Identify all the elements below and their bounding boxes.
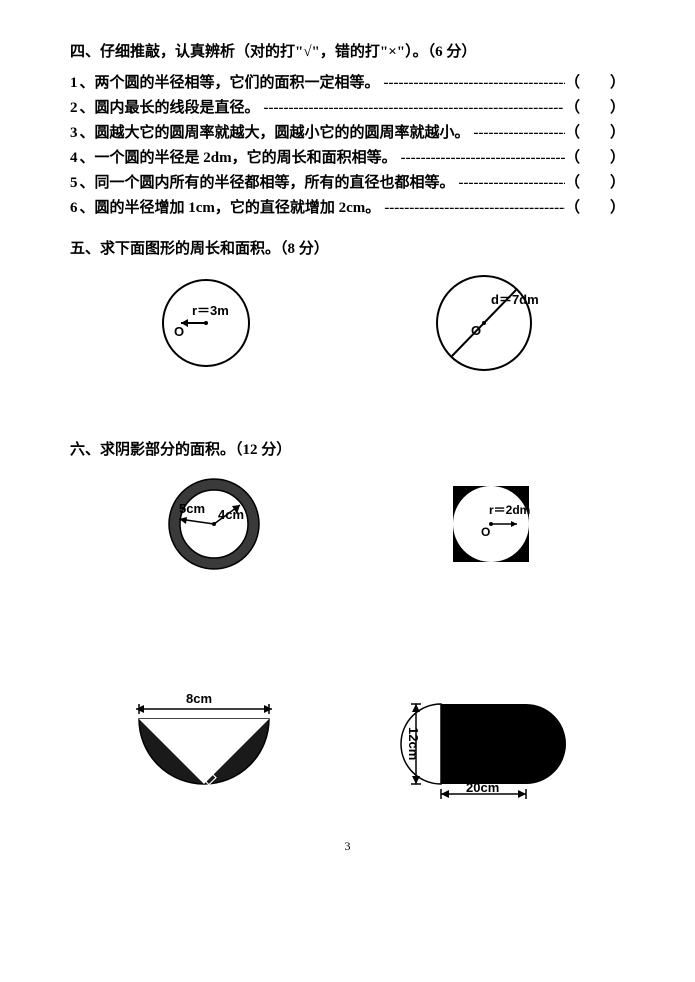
- tf-text: 、圆越大它的圆周率就越大，圆越小它的的圆周率就越小。: [80, 121, 470, 142]
- tf-row: 4 、一个圆的半径是 2dm，它的周长和面积相等。 --------------…: [70, 146, 625, 167]
- tf-row: 5 、同一个圆内所有的半径都相等，所有的直径也都相等。 ------------…: [70, 171, 625, 192]
- semicircle-triangle-figure: 8cm: [114, 679, 294, 799]
- section6-row2: 8cm 12cm 20cm: [70, 679, 625, 799]
- circle-r3m: r＝3m O: [136, 268, 276, 378]
- d-label: 8cm: [186, 691, 212, 706]
- o-label: O: [471, 323, 481, 338]
- tf-row: 6 、圆的半径增加 1cm，它的直径就增加 2cm。 -------------…: [70, 196, 625, 217]
- tf-num: 3: [70, 125, 78, 142]
- o-label: O: [481, 525, 490, 539]
- outer-r-label: 5cm: [179, 501, 205, 516]
- paren: （ ）: [565, 196, 625, 217]
- section5-title: 五、求下面图形的周长和面积。（8 分）: [70, 237, 625, 258]
- paren: （ ）: [565, 96, 625, 117]
- w-label: 20cm: [466, 780, 499, 795]
- tf-row: 2 、圆内最长的线段是直径。 -------------------------…: [70, 96, 625, 117]
- capsule-figure: 12cm 20cm: [381, 679, 581, 799]
- tf-num: 4: [70, 150, 78, 167]
- section5-figs: r＝3m O d＝7dm O: [70, 268, 625, 378]
- h-label: 12cm: [406, 727, 421, 760]
- section6-row1: 5cm 4cm r＝2dm O: [70, 469, 625, 579]
- r-label: r＝2dm: [489, 503, 530, 517]
- o-label: O: [174, 324, 184, 339]
- r-label: r＝3m: [192, 303, 229, 318]
- dashes: ----------------------------------------…: [470, 125, 565, 142]
- tf-text: 、同一个圆内所有的半径都相等，所有的直径也都相等。: [80, 171, 455, 192]
- section6-title: 六、求阴影部分的面积。（12 分）: [70, 438, 625, 459]
- dashes: ----------------------------------------…: [380, 200, 565, 217]
- dashes: ----------------------------------------…: [397, 150, 565, 167]
- section4-title: 四、仔细推敲，认真辨析（对的打"√"，错的打"×"）。（6 分）: [70, 40, 625, 61]
- d-label: d＝7dm: [491, 292, 539, 307]
- page-number: 3: [70, 839, 625, 854]
- circle-d7dm: d＝7dm O: [409, 268, 559, 378]
- tf-list: 1 、两个圆的半径相等，它们的面积一定相等。 -----------------…: [70, 71, 625, 217]
- paren: （ ）: [565, 171, 625, 192]
- inner-r-label: 4cm: [218, 507, 244, 522]
- paren: （ ）: [565, 71, 625, 92]
- paren: （ ）: [565, 121, 625, 142]
- tf-num: 1: [70, 75, 78, 92]
- tf-text: 、两个圆的半径相等，它们的面积一定相等。: [80, 71, 380, 92]
- annulus-figure: 5cm 4cm: [144, 469, 284, 579]
- tf-row: 1 、两个圆的半径相等，它们的面积一定相等。 -----------------…: [70, 71, 625, 92]
- tf-num: 6: [70, 200, 78, 217]
- tf-text: 、圆的半径增加 1cm，它的直径就增加 2cm。: [80, 196, 381, 217]
- dashes: ----------------------------------------…: [380, 75, 565, 92]
- tf-text: 、圆内最长的线段是直径。: [80, 96, 260, 117]
- tf-row: 3 、圆越大它的圆周率就越大，圆越小它的的圆周率就越小。 -----------…: [70, 121, 625, 142]
- dashes: ----------------------------------------…: [260, 100, 565, 117]
- tf-num: 5: [70, 175, 78, 192]
- dashes: ----------------------------------------…: [455, 175, 565, 192]
- square-circle-figure: r＝2dm O: [431, 474, 551, 574]
- tf-num: 2: [70, 100, 78, 117]
- paren: （ ）: [565, 146, 625, 167]
- tf-text: 、一个圆的半径是 2dm，它的周长和面积相等。: [80, 146, 397, 167]
